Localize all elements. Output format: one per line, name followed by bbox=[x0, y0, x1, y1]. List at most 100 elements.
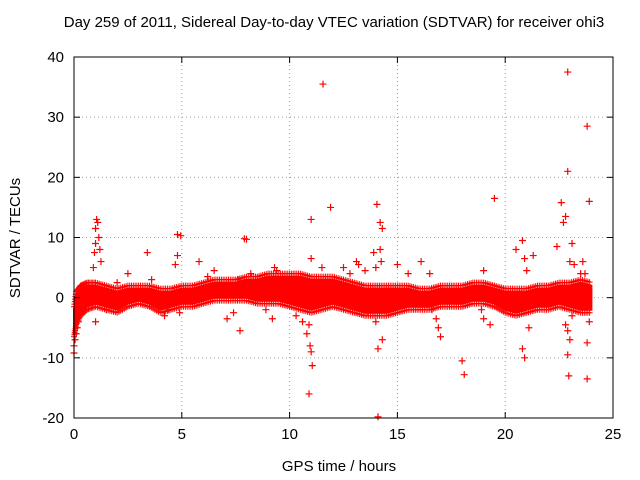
data-point bbox=[437, 333, 445, 341]
data-point bbox=[553, 243, 561, 251]
data-point bbox=[308, 362, 316, 370]
y-tick-label: -10 bbox=[42, 350, 64, 367]
x-tick-label: 15 bbox=[389, 426, 406, 443]
x-axis-label: GPS time / hours bbox=[282, 458, 396, 475]
data-point bbox=[173, 252, 181, 260]
data-point bbox=[581, 270, 589, 278]
data-point bbox=[559, 218, 567, 226]
data-point bbox=[376, 218, 384, 226]
x-tick-label: 10 bbox=[281, 426, 298, 443]
x-tick-label: 0 bbox=[70, 426, 78, 443]
data-point bbox=[568, 240, 576, 248]
data-point bbox=[247, 270, 255, 278]
data-point bbox=[374, 413, 382, 421]
data-point bbox=[378, 224, 386, 232]
x-tick-label: 25 bbox=[605, 426, 622, 443]
data-point bbox=[566, 258, 574, 266]
data-point bbox=[95, 234, 103, 241]
data-point bbox=[230, 309, 238, 317]
data-point bbox=[376, 246, 384, 254]
data-point bbox=[210, 267, 218, 275]
data-point bbox=[583, 375, 591, 383]
band-edge-marker bbox=[83, 306, 90, 313]
data-point bbox=[372, 264, 380, 272]
data-band-layer bbox=[71, 270, 593, 340]
data-point bbox=[177, 232, 185, 240]
chart-title: Day 259 of 2011, Sidereal Day-to-day VTE… bbox=[64, 14, 605, 31]
data-point bbox=[523, 267, 531, 275]
data-point bbox=[518, 345, 526, 353]
data-point bbox=[404, 270, 412, 278]
data-point bbox=[74, 318, 82, 326]
data-point bbox=[374, 345, 382, 353]
data-point bbox=[322, 282, 330, 290]
data-point bbox=[521, 354, 529, 362]
data-point bbox=[477, 306, 485, 314]
data-point bbox=[373, 200, 381, 208]
data-point bbox=[529, 252, 537, 260]
data-point bbox=[148, 276, 156, 284]
data-point bbox=[480, 315, 488, 323]
data-point bbox=[124, 270, 132, 278]
data-point bbox=[173, 230, 181, 238]
data-point bbox=[307, 255, 315, 263]
data-point bbox=[432, 315, 440, 323]
y-tick-label: 20 bbox=[47, 169, 64, 186]
data-point bbox=[346, 270, 354, 278]
y-tick-label: 40 bbox=[47, 49, 64, 66]
band-edge-marker bbox=[86, 305, 93, 312]
y-tick-label: 30 bbox=[47, 109, 64, 126]
data-band-markers bbox=[71, 270, 593, 340]
data-point bbox=[113, 279, 121, 287]
band-edge-marker bbox=[89, 304, 96, 311]
data-point bbox=[92, 318, 100, 326]
data-point bbox=[393, 261, 401, 269]
data-point bbox=[204, 273, 212, 281]
data-point bbox=[566, 336, 574, 344]
data-point bbox=[94, 218, 102, 226]
data-point bbox=[564, 351, 572, 359]
data-point bbox=[370, 249, 378, 257]
data-point bbox=[363, 309, 371, 317]
data-point bbox=[434, 324, 442, 332]
data-point bbox=[90, 249, 98, 257]
data-point bbox=[565, 372, 573, 380]
band-edge-marker bbox=[586, 279, 593, 286]
band-edge-marker bbox=[82, 280, 89, 287]
data-point bbox=[299, 318, 307, 326]
y-tick-label: 10 bbox=[47, 230, 64, 247]
data-point bbox=[292, 312, 300, 320]
data-point bbox=[585, 318, 593, 326]
data-point bbox=[579, 258, 587, 266]
data-point bbox=[480, 267, 488, 275]
data-point bbox=[71, 336, 79, 344]
data-point bbox=[340, 264, 347, 272]
band-edge-marker bbox=[85, 306, 92, 313]
data-point bbox=[583, 339, 591, 347]
data-point bbox=[176, 309, 184, 317]
y-axis-label: SDTVAR / TECUs bbox=[7, 178, 24, 298]
data-point bbox=[253, 277, 261, 285]
data-point bbox=[93, 215, 101, 223]
data-point bbox=[562, 321, 570, 329]
data-point bbox=[512, 246, 520, 254]
data-point bbox=[458, 357, 466, 365]
data-point bbox=[564, 68, 572, 76]
data-point bbox=[305, 390, 313, 398]
data-point bbox=[486, 321, 494, 329]
data-point bbox=[377, 258, 385, 266]
data-point bbox=[319, 80, 327, 88]
data-point bbox=[518, 237, 526, 245]
data-points-layer bbox=[70, 68, 593, 421]
x-tick-label: 20 bbox=[497, 426, 514, 443]
data-point bbox=[568, 312, 576, 320]
data-point bbox=[223, 315, 231, 323]
data-point bbox=[102, 306, 110, 314]
data-point bbox=[585, 197, 593, 205]
data-point bbox=[564, 327, 572, 335]
data-point bbox=[97, 258, 105, 266]
data-point bbox=[521, 255, 529, 263]
data-point bbox=[96, 246, 104, 254]
data-point bbox=[378, 336, 386, 344]
